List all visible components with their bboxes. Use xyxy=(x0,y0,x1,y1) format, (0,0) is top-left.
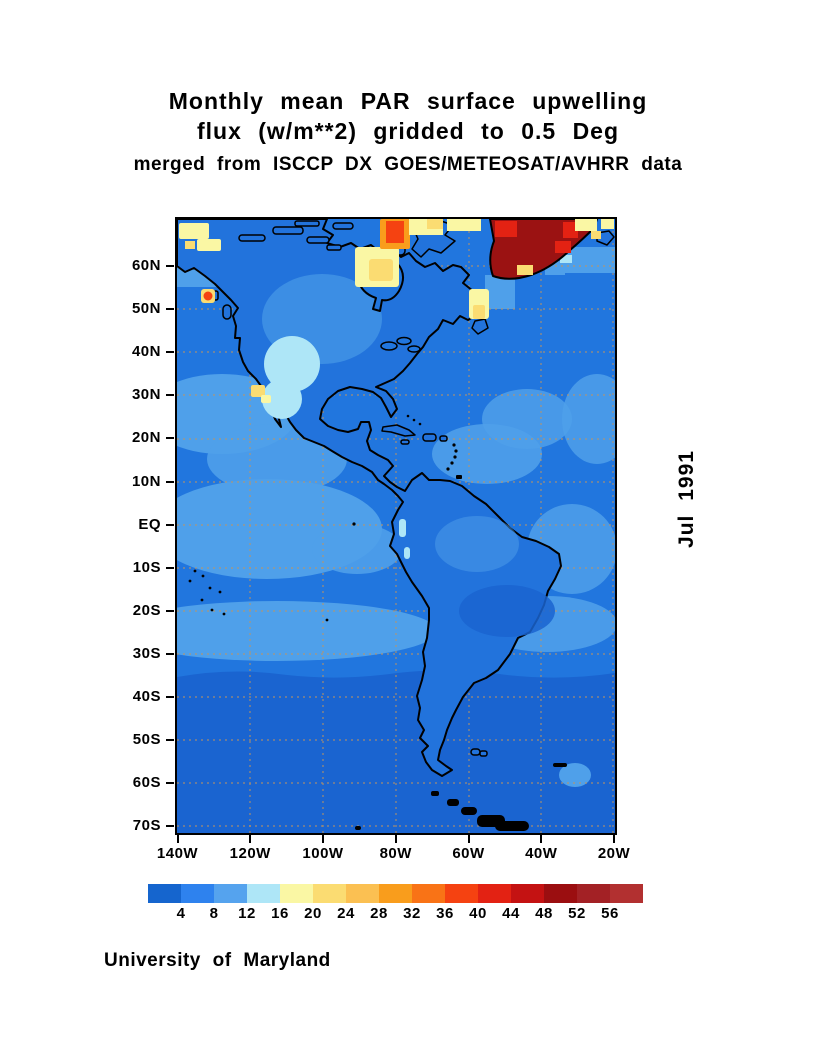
lat-tick xyxy=(166,652,174,655)
lat-tick-label: 50N xyxy=(131,300,161,318)
colorbar-segment xyxy=(280,884,313,903)
colorbar-segment xyxy=(544,884,577,903)
lat-tick-label: EQ xyxy=(138,515,161,533)
header: Monthly mean PAR surface upwelling flux … xyxy=(0,86,816,176)
cuba xyxy=(381,424,416,437)
lon-tick-label: 120W xyxy=(229,845,271,862)
lat-tick-label: 20S xyxy=(132,601,161,619)
lat-tick-label: 60N xyxy=(131,257,161,274)
data-cells-arctic xyxy=(179,219,614,319)
title-line-2: flux (w/m**2) gridded to 0.5 Deg xyxy=(196,118,620,144)
colorbar-segment xyxy=(478,884,511,903)
lat-tick xyxy=(166,696,174,699)
lat-tick-label: 30N xyxy=(131,386,161,404)
date-label: Jul 1991 xyxy=(675,450,698,548)
colorbar-tick-label: 16 xyxy=(271,905,289,922)
colorbar-tick-label: 44 xyxy=(502,905,520,922)
colorbar-segment xyxy=(181,884,214,903)
ocean-south-deep xyxy=(177,670,615,833)
lat-tick-label: 40N xyxy=(131,343,161,361)
lon-tick xyxy=(467,835,470,843)
lat-tick xyxy=(166,739,174,742)
lat-tick xyxy=(166,480,174,483)
colorbar-segment xyxy=(247,884,280,903)
lon-tick xyxy=(322,835,324,843)
lat-tick xyxy=(166,437,174,440)
lat-tick-label: 60S xyxy=(132,774,161,792)
subtitle: merged from ISCCP DX GOES/METEOSAT/AVHRR… xyxy=(133,154,683,175)
lat-tick xyxy=(166,265,174,267)
lon-tick xyxy=(540,835,543,843)
colorbar-segment xyxy=(214,884,247,903)
colorbar-tick-label: 8 xyxy=(209,905,219,922)
plot-area: 60N 50N 40N 30N 20N 10N EQ 10S 20S 30S 40S 50S 60S 70… xyxy=(132,217,630,862)
lat-tick xyxy=(166,782,174,785)
colorbar-tick-label: 28 xyxy=(370,905,388,922)
caribbean-islands xyxy=(381,414,462,479)
colorbar-tick-label: 52 xyxy=(568,905,586,922)
great-lakes xyxy=(380,336,421,353)
lon-tick xyxy=(394,835,397,843)
footer-credit: University of Maryland xyxy=(104,950,331,971)
antarctic-fragments xyxy=(355,748,567,831)
lat-tick xyxy=(166,566,174,569)
lat-tick-label: 10N xyxy=(131,472,161,490)
lat-tick xyxy=(166,308,174,311)
colorbar-segment xyxy=(610,884,643,903)
colorbar-tick-label: 24 xyxy=(337,905,355,922)
lon-tick-label: 100W xyxy=(302,845,344,862)
hispaniola xyxy=(422,433,437,442)
lat-tick xyxy=(166,394,174,397)
iceland xyxy=(596,230,615,246)
lon-tick-label: 20W xyxy=(597,845,631,862)
lat-tick xyxy=(166,825,174,828)
lon-tick-label: 40W xyxy=(525,845,558,862)
lon-tick-label: 80W xyxy=(379,845,412,862)
colorbar-tick-label: 4 xyxy=(176,905,186,922)
lat-tick xyxy=(166,351,174,354)
falklands xyxy=(470,748,481,756)
lat-tick-label: 30S xyxy=(132,644,161,662)
colorbar-tick-label: 32 xyxy=(403,905,421,922)
colorbar-tick-label: 12 xyxy=(238,905,256,922)
colorbar-segment xyxy=(412,884,445,903)
lon-tick-label: 140W xyxy=(156,845,199,862)
colorbar-segment xyxy=(148,884,181,903)
map-canvas xyxy=(177,219,615,833)
colorbar-segment xyxy=(379,884,412,903)
vancouver-island xyxy=(222,304,232,320)
arctic-islands xyxy=(212,219,615,335)
lat-tick-label: 50S xyxy=(132,731,161,749)
colorbar-tick-label: 48 xyxy=(535,905,553,922)
pacific-islands xyxy=(188,522,356,622)
colorbar-tick-label: 36 xyxy=(436,905,454,922)
land-americas xyxy=(177,219,562,777)
colorbar-segment xyxy=(511,884,544,903)
colorbar-segment xyxy=(313,884,346,903)
lat-tick xyxy=(166,609,174,612)
lon-tick xyxy=(176,835,179,843)
colorbar-tick-label: 20 xyxy=(304,905,322,922)
colorbar-segment xyxy=(346,884,379,903)
lat-tick xyxy=(166,523,174,526)
lon-tick xyxy=(249,835,252,843)
lat-tick-label: 10S xyxy=(132,558,161,576)
lat-tick-label: 70S xyxy=(132,817,161,835)
colorbar-segment xyxy=(445,884,478,903)
colorbar-segment xyxy=(577,884,610,903)
newfoundland xyxy=(471,318,489,335)
colorbar-tick-label: 40 xyxy=(469,905,487,922)
lon-tick xyxy=(613,835,615,843)
lon-tick-label: 60W xyxy=(452,845,485,862)
lat-tick-label: 20N xyxy=(131,429,161,447)
title-line-1: Monthly mean PAR surface upwelling xyxy=(168,88,648,114)
colorbar-tick-label: 56 xyxy=(601,905,619,922)
colorbar xyxy=(148,884,643,903)
lat-tick-label: 40S xyxy=(132,688,161,706)
